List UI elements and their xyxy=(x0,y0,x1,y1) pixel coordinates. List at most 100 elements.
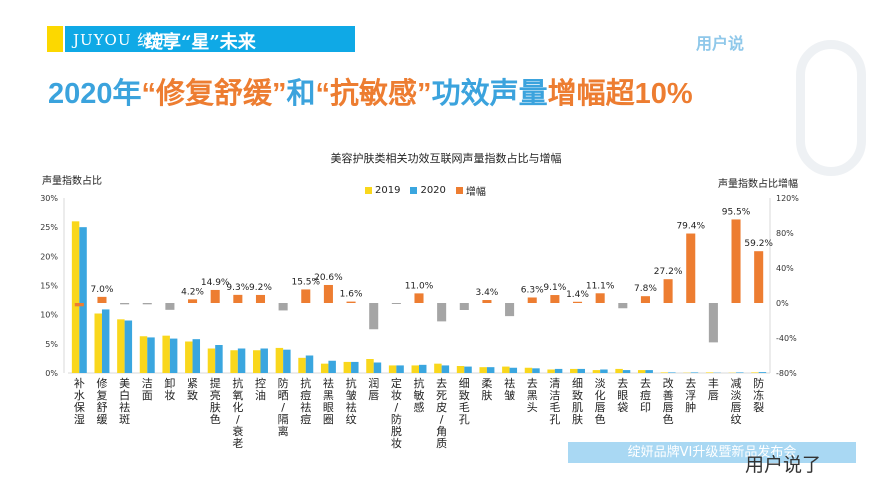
bar-2020 xyxy=(645,370,653,373)
bar-2019 xyxy=(751,372,759,373)
x-tick-label: 提亮肤色 xyxy=(210,377,221,426)
bar-2019 xyxy=(94,313,102,373)
bar-growth xyxy=(527,297,537,303)
data-label: 15.5% xyxy=(291,277,320,287)
accent-block xyxy=(47,26,63,52)
data-label: 11.1% xyxy=(586,281,615,291)
y-tick-left: 20% xyxy=(40,252,58,261)
legend-label: 2020 xyxy=(420,185,446,196)
bar-2019 xyxy=(660,372,669,373)
x-tick-label: 修复舒缓 xyxy=(96,376,107,426)
bar-2019 xyxy=(637,370,646,373)
bar-2019 xyxy=(117,319,125,373)
bar-growth xyxy=(550,295,560,303)
bar-2020 xyxy=(192,339,201,373)
bar-2020 xyxy=(328,360,336,373)
headline-part: 和 xyxy=(286,78,316,110)
legend-label: 2019 xyxy=(375,185,401,196)
bar-2020 xyxy=(124,320,133,373)
x-tick-label: 减淡唇纹 xyxy=(731,377,742,426)
corner-logo: 用户说 xyxy=(696,34,745,53)
bar-2019 xyxy=(253,350,261,373)
bar-2019 xyxy=(570,368,578,373)
x-tick-label: 防冻裂 xyxy=(753,376,764,414)
x-tick-label: 抗氧化/衰老 xyxy=(232,376,243,450)
bar-growth xyxy=(459,303,469,310)
y-tick-left: 5% xyxy=(45,340,58,349)
chart-title: 美容护肤类相关功效互联网声量指数占比与增幅 xyxy=(330,152,562,165)
bar-2019 xyxy=(366,359,374,373)
x-tick-label: 润唇 xyxy=(368,376,379,402)
bar-2019 xyxy=(139,336,148,373)
x-tick-label: 丰唇 xyxy=(708,377,719,402)
bar-2019 xyxy=(456,366,465,373)
legend-label: 增幅 xyxy=(465,187,486,198)
bar-2020 xyxy=(305,355,314,373)
headline-part: 功效声量 xyxy=(431,78,548,110)
bar-2020 xyxy=(283,349,291,373)
x-tick-label: 清洁毛孔 xyxy=(549,377,560,426)
legend-item-2019: 2019 xyxy=(365,183,400,198)
bar-2020 xyxy=(419,364,427,373)
x-tick-label: 祛皱 xyxy=(504,376,515,402)
data-label: 1.6% xyxy=(340,290,363,300)
bar-growth xyxy=(188,299,198,303)
data-label: 20.6% xyxy=(314,273,343,283)
bar-growth xyxy=(414,293,424,303)
x-tick-label: 去死皮/角质 xyxy=(436,377,447,450)
data-label: 9.2% xyxy=(249,283,272,293)
bar-2020 xyxy=(736,372,744,373)
bar-2020 xyxy=(690,372,699,373)
bar-growth xyxy=(595,293,605,303)
headline-part: 增幅超10% xyxy=(547,78,693,110)
bar-2019 xyxy=(615,368,623,373)
bar-growth xyxy=(278,303,288,311)
bar-2020 xyxy=(464,366,472,373)
x-tick-label: 卸妆 xyxy=(164,376,175,402)
x-tick-label: 抗痘祛痘 xyxy=(300,376,311,426)
bar-growth xyxy=(437,303,447,322)
data-label: 9.3% xyxy=(226,283,249,293)
data-label: 95.5% xyxy=(722,207,751,217)
legend-item-2020: 2020 xyxy=(410,183,446,198)
y-tick-right: -40% xyxy=(776,334,797,343)
bar-2020 xyxy=(668,372,676,373)
bar-2020 xyxy=(577,368,585,373)
data-label: 7.8% xyxy=(634,284,657,294)
bar-growth xyxy=(323,284,333,303)
bar-growth xyxy=(233,294,243,303)
y-tick-left: 30% xyxy=(40,194,58,203)
data-label: 1.4% xyxy=(566,290,589,300)
x-tick-label: 去黑头 xyxy=(527,377,538,414)
data-label: 14.9% xyxy=(201,278,230,288)
legend: 2019 2020 增幅 xyxy=(365,183,486,198)
bar-2020 xyxy=(237,348,246,373)
y-tick-left: 10% xyxy=(40,311,58,320)
bar-2019 xyxy=(524,367,533,373)
bar-2019 xyxy=(275,347,284,373)
bar-2020 xyxy=(396,365,404,373)
headline-part: 2020年 xyxy=(48,78,142,110)
bar-2020 xyxy=(373,362,382,373)
bar-growth xyxy=(708,303,718,343)
bar-2020 xyxy=(351,361,359,373)
data-label: 27.2% xyxy=(654,267,683,277)
data-label: 4.2% xyxy=(181,287,204,297)
bar-growth xyxy=(210,289,220,303)
watermark: 用户说了 xyxy=(745,454,822,476)
bar-2019 xyxy=(298,357,306,373)
data-label: 6.3% xyxy=(521,285,544,295)
x-tick-label: 淡化唇色 xyxy=(595,377,606,426)
bar-2020 xyxy=(486,367,495,373)
bar-2020 xyxy=(554,368,563,373)
x-tick-label: 去浮肿 xyxy=(685,377,696,414)
bar-2019 xyxy=(207,348,216,373)
bar-2020 xyxy=(441,365,450,373)
data-label: 59.2% xyxy=(744,239,773,249)
bar-2020 xyxy=(101,309,110,373)
bar-growth xyxy=(369,303,379,330)
bar-2020 xyxy=(79,227,87,373)
bar-2020 xyxy=(260,348,268,373)
x-tick-label: 补水保湿 xyxy=(74,377,85,426)
